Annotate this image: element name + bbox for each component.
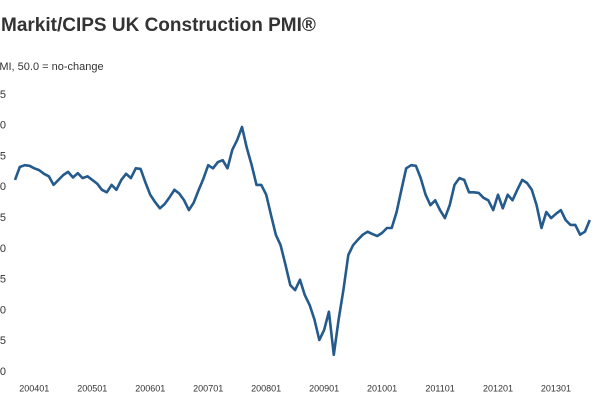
y-tick-label: 45 [0, 212, 6, 224]
y-tick-label: 25 [0, 335, 6, 347]
x-tick-label: 200601 [135, 383, 165, 393]
x-tick-label: 201101 [425, 383, 454, 393]
x-tick-label: 200801 [251, 383, 281, 393]
x-tick-label: 201201 [483, 383, 513, 393]
x-tick-label: 201001 [367, 383, 397, 393]
y-tick-label: 20 [0, 366, 6, 378]
data-line [13, 125, 591, 357]
x-tick-label: 200401 [19, 383, 49, 393]
y-tick-label: 40 [0, 243, 6, 255]
y-tick-label: 55 [0, 150, 6, 162]
y-tick-label: 30 [0, 304, 6, 316]
y-tick-label: 60 [0, 120, 6, 132]
y-tick-label: 65 [0, 89, 6, 101]
chart-subtitle: PMI, 50.0 = no-change [0, 61, 104, 73]
x-tick-label: 200501 [77, 383, 107, 393]
x-tick-label: 200701 [193, 383, 223, 393]
y-tick-label: 50 [0, 181, 6, 193]
x-tick-label: 201301 [541, 383, 571, 393]
chart-title: Markit/CIPS UK Construction PMI® [1, 15, 316, 36]
x-tick-label: 200901 [309, 383, 339, 393]
y-tick-label: 35 [0, 274, 6, 286]
